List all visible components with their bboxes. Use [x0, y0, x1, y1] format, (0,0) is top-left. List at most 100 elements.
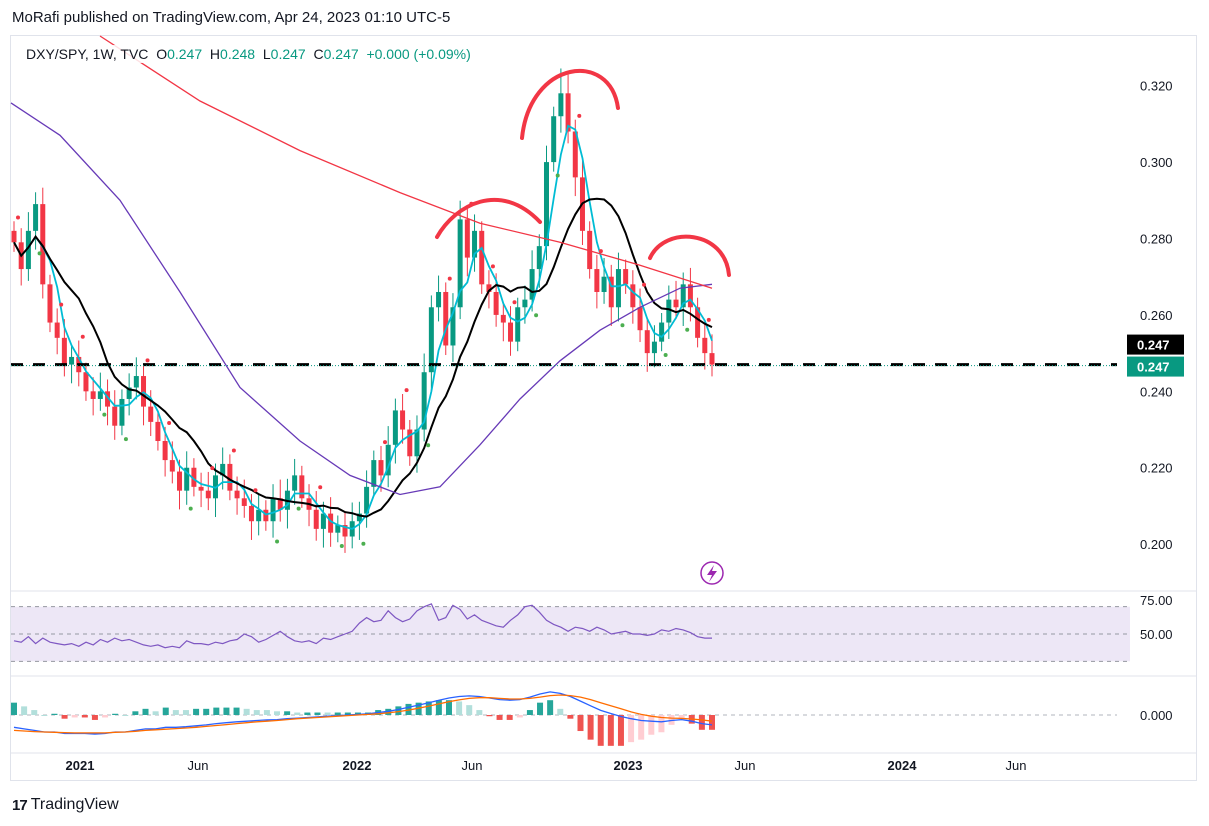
candle-body: [313, 509, 319, 529]
candle-body: [630, 284, 636, 308]
rsi-pane: [11, 603, 1130, 662]
signal-dot: [296, 506, 301, 511]
signal-dot: [555, 173, 560, 178]
macd-histogram-bar: [284, 711, 291, 715]
candle-body: [543, 162, 549, 247]
price-tick-label: 0.300: [1140, 155, 1173, 170]
price-tick-label: 0.320: [1140, 79, 1173, 94]
tradingview-logo[interactable]: 17 TradingView: [12, 795, 119, 815]
candle-body: [615, 269, 621, 308]
axes: 0.320 0.300 0.280 0.260 0.240 0.220 0.200 0.247…: [66, 79, 1184, 773]
macd-histogram-bar: [142, 708, 149, 715]
candle-body: [644, 330, 650, 354]
change-value: +0.000 (+0.09%): [366, 46, 471, 62]
signal-dot: [123, 437, 128, 442]
high-label: H: [209, 46, 221, 62]
macd-histogram-bar: [21, 706, 28, 715]
candle-body: [651, 341, 657, 354]
candle-body: [407, 429, 413, 457]
close-value: 0.247: [323, 46, 359, 62]
time-tick-label: Jun: [735, 758, 756, 773]
candle-body: [623, 269, 629, 285]
candle-body: [69, 356, 75, 365]
candle-body: [220, 463, 226, 476]
symbol-legend[interactable]: DXY/SPY, 1W, TVC O0.247 H0.248 L0.247 C0…: [24, 45, 473, 63]
signal-dot: [231, 448, 236, 453]
candle-body: [680, 284, 686, 308]
signal-dot: [339, 544, 344, 549]
macd-histogram-bar: [506, 715, 513, 720]
macd-histogram-bar: [526, 710, 533, 715]
signal-dot: [80, 334, 85, 339]
tv-brand-text: TradingView: [30, 796, 119, 813]
candle-body: [148, 406, 154, 422]
open-label: O: [156, 46, 168, 62]
macd-histogram-bar: [678, 715, 685, 720]
candle-body: [428, 307, 434, 373]
macd-histogram-bar: [698, 715, 705, 730]
candle-body: [385, 444, 391, 476]
signal-dot: [253, 488, 258, 493]
symbol-name[interactable]: DXY/SPY, 1W, TVC: [26, 46, 149, 62]
candle-body: [11, 230, 17, 243]
signal-dot: [59, 302, 64, 307]
rsi-band: [11, 606, 1130, 662]
price-label-green-text: 0.247: [1137, 360, 1170, 375]
candle-body: [709, 353, 715, 365]
rsi-tick-label: 75.00: [1140, 593, 1173, 608]
candle-body: [457, 219, 463, 308]
macd-histogram-bar: [51, 713, 58, 715]
macd-histogram-bar: [31, 710, 38, 715]
candle-body: [479, 230, 485, 285]
candle-body: [133, 376, 139, 388]
candle-body: [97, 391, 103, 399]
candle-body: [184, 467, 190, 491]
macd-histogram-bar: [61, 715, 68, 719]
macd-histogram-bar: [182, 710, 189, 715]
candle-body: [33, 204, 39, 231]
macd-histogram-bar: [172, 710, 179, 715]
candle-body: [25, 230, 31, 270]
candle-body: [666, 299, 672, 323]
price-tick-label: 0.220: [1140, 461, 1173, 476]
candle-body: [299, 475, 305, 499]
macd-histogram-bar: [567, 715, 574, 719]
macd-histogram-bar: [344, 712, 351, 715]
signal-dot: [210, 466, 215, 471]
candle-body: [277, 498, 283, 510]
price-tick-label: 0.280: [1140, 231, 1173, 246]
signal-dot: [447, 276, 452, 281]
candle-body: [105, 391, 111, 407]
candle-body: [450, 307, 456, 346]
candle-body: [443, 291, 449, 346]
time-tick-label: Jun: [188, 758, 209, 773]
candle-body: [40, 204, 46, 285]
chart-frame[interactable]: [10, 35, 1197, 781]
low-value: 0.247: [270, 46, 306, 62]
macd-histogram-bar: [91, 715, 98, 720]
candle-body: [126, 387, 132, 399]
macd-histogram-bar: [243, 708, 250, 715]
pane-separators: [11, 590, 1196, 754]
publisher-text: MoRafi published on TradingView.com, Apr…: [12, 9, 451, 26]
price-label-black: [1127, 334, 1184, 355]
candle-body: [572, 131, 578, 178]
candle-body: [234, 490, 240, 499]
signal-dot: [16, 215, 20, 220]
time-tick-label: 2022: [343, 758, 372, 773]
macd-histogram-bar: [395, 706, 402, 715]
macd-histogram-bar: [162, 707, 169, 715]
signal-dot: [404, 388, 409, 393]
candle-body: [112, 406, 118, 426]
open-value: 0.247: [167, 46, 203, 62]
macd-histogram-bar: [435, 700, 442, 715]
macd-histogram-bar: [213, 707, 220, 715]
price-pane: [10, 35, 1117, 553]
ma-fast-line: [13, 124, 713, 530]
macd-histogram-bar: [648, 715, 655, 735]
head-arc: [520, 69, 620, 140]
candle-body: [493, 291, 499, 315]
candle-body: [371, 460, 377, 487]
macd-histogram-bar: [628, 715, 635, 743]
